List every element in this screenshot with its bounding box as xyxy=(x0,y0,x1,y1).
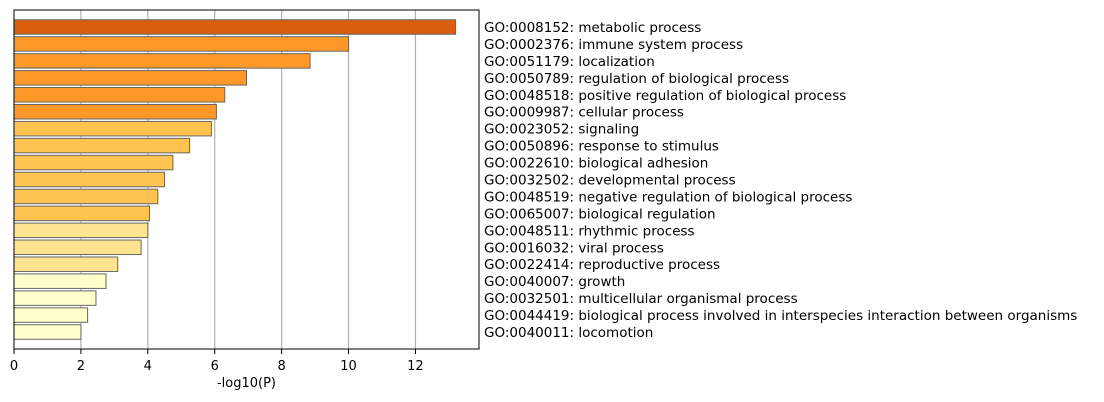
bar xyxy=(13,70,247,86)
bar xyxy=(13,87,226,103)
category-label: GO:0022610: biological adhesion xyxy=(484,156,708,172)
category-label: GO:0008152: metabolic process xyxy=(484,20,701,36)
category-label: GO:0016032: viral process xyxy=(484,240,664,256)
x-tick-label: 4 xyxy=(144,359,152,374)
bar xyxy=(13,188,159,205)
category-label: GO:0048519: negative regulation of biolo… xyxy=(484,189,852,205)
category-label: GO:0048518: positive regulation of biolo… xyxy=(484,88,846,104)
category-label: GO:0050896: response to stimulus xyxy=(484,139,719,155)
category-label: GO:0022414: reproductive process xyxy=(484,257,720,273)
bar xyxy=(13,36,350,52)
category-label: GO:0032502: developmental process xyxy=(484,173,736,189)
bar xyxy=(13,239,142,256)
bar xyxy=(13,171,166,188)
bar xyxy=(13,120,212,137)
category-label: GO:0002376: immune system process xyxy=(484,37,743,53)
bar xyxy=(13,307,89,323)
category-label: GO:0040007: growth xyxy=(484,274,625,290)
x-tick-label: 10 xyxy=(340,359,357,374)
bar xyxy=(13,205,150,222)
x-tick-label: 2 xyxy=(77,359,85,374)
category-label: GO:0051179: localization xyxy=(484,54,655,70)
category-label: GO:0048511: rhythmic process xyxy=(484,223,695,239)
x-tick-label: 6 xyxy=(211,359,219,374)
bar xyxy=(13,256,119,272)
x-tick-label: 12 xyxy=(407,359,424,374)
category-label: GO:0023052: signaling xyxy=(484,122,639,138)
bar xyxy=(13,103,217,120)
bar xyxy=(13,53,311,69)
bar xyxy=(13,154,174,171)
plot-frame xyxy=(13,9,480,350)
x-tick-label: 8 xyxy=(277,359,285,374)
category-label: GO:0050789: regulation of biological pro… xyxy=(484,71,789,87)
x-tick-label: 0 xyxy=(10,359,18,374)
category-label: GO:0040011: locomotion xyxy=(484,325,653,341)
bars xyxy=(13,19,457,340)
bar xyxy=(13,273,107,289)
bar xyxy=(13,324,82,340)
bar xyxy=(13,137,191,154)
category-label: GO:0009987: cellular process xyxy=(484,105,684,121)
category-label: GO:0065007: biological regulation xyxy=(484,206,716,222)
bar xyxy=(13,222,149,239)
category-label: GO:0044419: biological process involved … xyxy=(484,308,1077,324)
bar xyxy=(13,19,457,35)
category-label: GO:0032501: multicellular organismal pro… xyxy=(484,291,798,307)
x-axis-label: -log10(P) xyxy=(217,376,276,391)
bar xyxy=(13,290,97,306)
